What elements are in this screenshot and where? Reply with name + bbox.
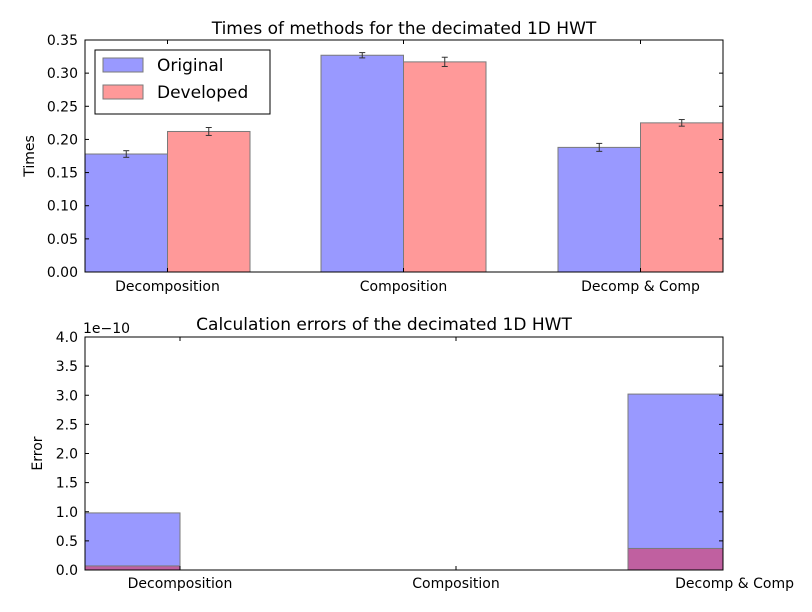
error-bar-original-2 (596, 142, 603, 152)
y-tick-label: 0.30 (47, 66, 78, 82)
bar-original-0 (84, 153, 168, 273)
bar-developed-1 (403, 61, 487, 273)
y-tick-label: 0.35 (47, 33, 78, 49)
legend: Original Developed (94, 49, 271, 115)
y-tick-label: 0.20 (47, 132, 78, 148)
axis-scale-label: 1e−10 (83, 321, 130, 337)
x-tick-label: Composition (360, 279, 447, 295)
legend-label-original: Original (157, 56, 224, 76)
y-tick-label: 3.0 (56, 388, 78, 404)
times-chart: 0.00 0.05 0.10 0.15 0.20 0.25 0.30 0.35 Decompos… (22, 19, 724, 295)
x-tick-label: Decomp & Comp (675, 576, 794, 592)
error-bar-series1-2 (627, 547, 724, 571)
y-tick-label: 0.25 (47, 99, 78, 115)
error-bar-developed-1 (441, 56, 448, 68)
error-bar-series1-0 (84, 565, 181, 571)
x-tick-label: Decomposition (115, 279, 220, 295)
errors-chart: 0.0 0.5 1.0 1.5 2.0 2.5 3.0 3.5 4.0 Decomposition… (30, 315, 794, 592)
error-bar-original-0 (123, 150, 130, 158)
error-bar-developed-0 (205, 126, 212, 136)
y-tick-label: 0.00 (47, 265, 78, 281)
error-bar-series0-2 (627, 393, 724, 571)
bar-original-1 (320, 54, 404, 273)
bar-original-2 (557, 146, 641, 273)
y-tick-label: 0.0 (56, 563, 78, 579)
error-bar-original-1 (359, 52, 366, 59)
chart-title: Times of methods for the decimated 1D HW… (211, 19, 597, 39)
error-bar-series0-0 (84, 512, 181, 571)
y-tick-label: 0.15 (47, 166, 78, 182)
y-tick-label: 0.05 (47, 232, 78, 248)
bar-developed-0 (167, 130, 251, 273)
y-tick-label: 3.5 (56, 359, 78, 375)
y-tick-label: 2.5 (56, 417, 78, 433)
chart-title: Calculation errors of the decimated 1D H… (196, 315, 572, 335)
x-tick-label: Decomposition (128, 576, 233, 592)
y-tick-label: 1.0 (56, 505, 78, 521)
bar-developed-2 (640, 122, 724, 273)
legend-label-developed: Developed (157, 83, 248, 103)
plot-frame (84, 336, 724, 571)
y-axis-label: Times (22, 135, 38, 178)
y-tick-label: 4.0 (56, 330, 78, 346)
legend-swatch-original (102, 57, 144, 73)
y-axis-label: Error (30, 436, 46, 470)
y-tick-label: 0.5 (56, 534, 78, 550)
error-bar-developed-2 (678, 119, 685, 127)
x-tick-label: Decomp & Comp (581, 279, 700, 295)
y-tick-label: 1.5 (56, 476, 78, 492)
y-tick-label: 0.10 (47, 199, 78, 215)
legend-swatch-developed (102, 84, 144, 100)
x-tick-label: Composition (412, 576, 499, 592)
y-tick-label: 2.0 (56, 447, 78, 463)
legend-frame (94, 49, 271, 115)
